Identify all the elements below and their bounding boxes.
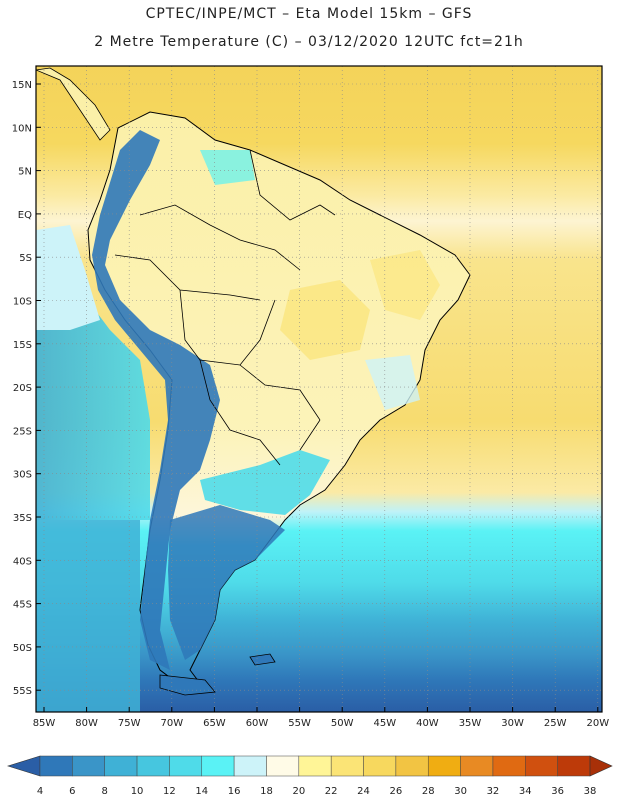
lon-label: 30W (501, 718, 524, 729)
lat-label: 45S (13, 600, 32, 611)
colorbar-tick-label: 4 (37, 786, 43, 797)
lon-label: 20W (586, 718, 609, 729)
pacific-south (36, 520, 140, 712)
colorbar-tick-label: 16 (228, 786, 241, 797)
southeast-cool-patch (365, 355, 420, 410)
lon-label: 35W (459, 718, 482, 729)
lat-label: 15N (12, 80, 32, 91)
colorbar-swatch (72, 755, 105, 777)
colorbar-swatch (136, 755, 170, 777)
colorbar-tick-label: 32 (487, 786, 500, 797)
colorbar-swatch (427, 755, 461, 777)
colorbar-tick-label: 26 (390, 786, 403, 797)
guiana-cool-patch (200, 150, 255, 185)
colorbar-swatch (169, 755, 203, 777)
lat-label: 10S (13, 297, 32, 308)
colorbar-swatch (298, 755, 332, 777)
lat-label: 5S (19, 253, 32, 264)
falkland-islands (249, 653, 276, 666)
colorbar-tick-label: 18 (260, 786, 273, 797)
lon-label: 60W (246, 718, 269, 729)
lat-label: 55S (13, 686, 32, 697)
map-frame (35, 65, 603, 713)
colorbar-tick-label: 30 (454, 786, 467, 797)
lat-label: 5N (18, 167, 32, 178)
colorbar-swatch (525, 755, 558, 777)
lat-label: 20S (13, 383, 32, 394)
colorbar-swatch (233, 755, 267, 777)
colorbar-arrow-left (6, 755, 41, 777)
lon-label: 25W (544, 718, 567, 729)
lon-label: 40W (416, 718, 439, 729)
lat-label: 50S (13, 643, 32, 654)
colorbar-swatch (266, 755, 300, 777)
lat-label: 30S (13, 470, 32, 481)
colorbar-swatch (492, 755, 526, 777)
colorbar-swatch (201, 755, 235, 777)
lon-label: 45W (373, 718, 396, 729)
pampas-cool (200, 450, 330, 515)
longitude-labels: 85W 80W 75W 70W 65W 60W 55W 50W 45W 40W 35W 30W 25W 2… (33, 707, 609, 729)
colorbar-tick-label: 36 (551, 786, 564, 797)
patagonia-cold (168, 505, 285, 660)
colorbar-swatch (104, 755, 138, 777)
colorbar-tick-label: 22 (325, 786, 338, 797)
colorbar-tick-label: 14 (195, 786, 208, 797)
tierra-del-fuego (159, 674, 216, 696)
latitude-labels: 15N 10N 5N EQ 5S 10S 15S 20S 25S 30S 35S 40S 45S 50S 5… (12, 80, 41, 697)
lon-label: 80W (75, 718, 98, 729)
pacific-cool-region (36, 290, 150, 520)
colorbar-tick-label: 12 (163, 786, 176, 797)
colorbar-swatch (330, 755, 364, 777)
colorbar: 4 6 8 10 12 14 16 18 20 22 24 26 28 30 32 34 36 38 (6, 755, 613, 797)
central-warm-patch (280, 280, 370, 360)
colorbar-swatch (395, 755, 429, 777)
lat-label: 25S (13, 426, 32, 437)
colorbar-tick-label: 28 (422, 786, 435, 797)
central-america (36, 67, 111, 141)
map-title: CPTEC/INPE/MCT – Eta Model 15km – GFS (145, 6, 473, 22)
map-subtitle: 2 Metre Temperature (C) – 03/12/2020 12U… (94, 34, 524, 50)
lat-label: 35S (13, 513, 32, 524)
lon-label: 65W (203, 718, 226, 729)
colorbar-swatch (363, 755, 397, 777)
lon-label: 70W (160, 718, 183, 729)
lat-label: EQ (18, 210, 32, 221)
colorbar-tick-label: 38 (584, 786, 597, 797)
country-borders (114, 149, 336, 466)
colorbar-swatch (39, 755, 73, 777)
colorbar-tick-label: 10 (131, 786, 144, 797)
colorbar-tick-label: 34 (519, 786, 532, 797)
lat-label: 40S (13, 556, 32, 567)
colorbar-tick-label: 24 (357, 786, 370, 797)
lon-label: 85W (33, 718, 56, 729)
lon-label: 75W (118, 718, 141, 729)
colorbar-swatch (460, 755, 494, 777)
colorbar-tick-label: 6 (69, 786, 75, 797)
pacific-coastal-band (36, 225, 100, 330)
colorbar-swatch (557, 755, 591, 777)
lon-label: 55W (288, 718, 311, 729)
northeast-warm-patch (370, 250, 440, 320)
lat-label: 15S (13, 340, 32, 351)
andes-cold-ridge (92, 130, 220, 670)
lat-label: 10N (12, 123, 32, 134)
colorbar-tick-label: 20 (292, 786, 305, 797)
colorbar-tick-label: 8 (102, 786, 108, 797)
lon-label: 50W (331, 718, 354, 729)
colorbar-arrow-right (589, 755, 613, 777)
